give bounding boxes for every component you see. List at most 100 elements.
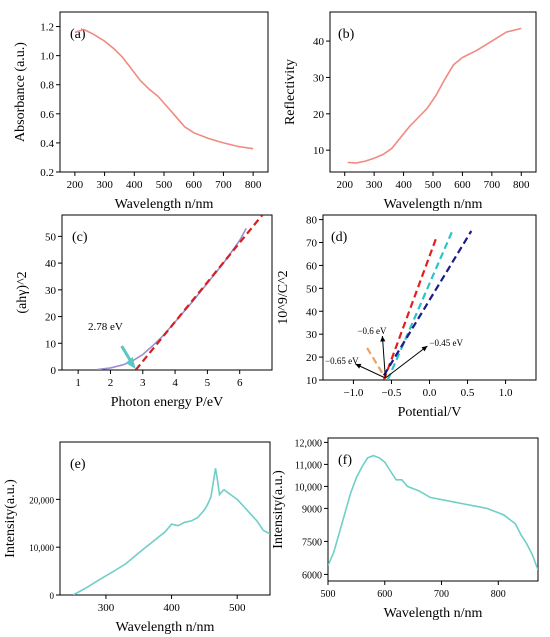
y-tick-label: 0 <box>50 591 55 601</box>
y-axis-title: Absorbance (a.u.) <box>13 42 28 142</box>
x-tick-label: 700 <box>434 589 449 600</box>
panel-label: (f) <box>338 453 352 468</box>
series-line-2 <box>382 230 473 376</box>
y-tick-label: 30 <box>306 329 318 341</box>
x-tick-label: 0.5 <box>461 387 475 399</box>
x-tick-label: 2 <box>108 377 114 389</box>
y-tick-label: 30 <box>45 285 57 297</box>
x-tick-label: −1.0 <box>343 387 363 399</box>
x-tick-label: 4 <box>172 377 178 389</box>
x-tick-label: 0.0 <box>423 387 437 399</box>
annotation-label: 2.78 eV <box>88 321 123 333</box>
y-tick-label: 40 <box>306 306 318 318</box>
x-tick-label: 700 <box>484 179 501 191</box>
series-line-1 <box>386 230 454 380</box>
plot-frame <box>61 214 273 371</box>
plot-frame <box>59 11 269 173</box>
x-tick-label: 700 <box>215 179 232 191</box>
x-tick-label: 6 <box>237 377 243 389</box>
x-tick-label: 300 <box>366 179 383 191</box>
series-line-0 <box>72 468 270 595</box>
panel-d: −1.0 −0.5 0.0 0.5 1.0 10 20 30 40 50 60 70 80 Potenti… <box>276 214 537 420</box>
y-tick-label: 10,000 <box>29 543 54 553</box>
y-axis-title: (ahγ)^2 <box>15 271 30 313</box>
y-tick-label: 30 <box>313 72 325 84</box>
x-tick-label: 600 <box>185 179 202 191</box>
y-tick-label: 0 <box>51 365 57 377</box>
x-tick-label: 200 <box>67 179 84 191</box>
x-tick-label: 400 <box>126 179 143 191</box>
y-tick-label: 9000 <box>302 504 322 515</box>
annotation-arrow <box>381 335 386 379</box>
x-axis-title: Wavelength n/nm <box>384 606 483 621</box>
y-tick-label: 10,000 <box>295 482 323 493</box>
series-line-3 <box>366 347 384 374</box>
x-tick-label: 600 <box>454 179 471 191</box>
plot-frame <box>59 441 271 596</box>
plot-frame <box>327 437 539 582</box>
series-line-0 <box>328 454 538 571</box>
panel-a: 200 300 400 500 600 700 800 0.2 0.4 0.6 0.8 1.0 1.2 W… <box>13 11 269 212</box>
series-line-1 <box>134 215 264 370</box>
x-tick-label: 300 <box>96 179 113 191</box>
annotation-arrow <box>385 345 428 379</box>
y-tick-label: 20,000 <box>29 495 54 505</box>
y-tick-label: 0.4 <box>40 138 54 150</box>
y-tick-label: 20 <box>306 352 318 364</box>
y-tick-label: 0.6 <box>40 109 54 121</box>
y-axis-title: Reflectivity <box>283 59 298 125</box>
y-tick-label: 0.2 <box>40 167 54 179</box>
x-tick-label: 800 <box>245 179 262 191</box>
annotation-arrow <box>355 363 386 379</box>
panel-e: 300 400 500 0 10,000 20,000 Wavelength n/nm Int… <box>3 441 271 635</box>
x-tick-label: 600 <box>377 589 392 600</box>
x-tick-label: −0.5 <box>381 387 401 399</box>
x-axis-title: Wavelength n/nm <box>384 197 483 212</box>
y-tick-label: 1.2 <box>40 22 54 34</box>
panel-label: (c) <box>72 230 88 245</box>
y-tick-label: 10 <box>313 145 325 157</box>
y-tick-label: 50 <box>45 231 57 243</box>
annotation-arrow-head <box>380 336 386 342</box>
x-axis-title: Wavelength n/nm <box>116 620 215 635</box>
x-tick-label: 200 <box>336 179 353 191</box>
panel-c: 1 2 3 4 5 6 0 10 20 30 40 50 Photon energy P/eV (ahγ)… <box>15 214 273 410</box>
y-tick-label: 50 <box>306 283 318 295</box>
x-tick-label: 400 <box>163 602 180 614</box>
y-axis-title: Intensity(a.u.) <box>271 470 286 549</box>
plot-frame <box>329 11 537 173</box>
y-tick-label: 11,000 <box>295 460 322 471</box>
y-axis-title: 10^9/C^2 <box>276 270 291 324</box>
x-tick-label: 500 <box>229 602 246 614</box>
y-tick-label: 10 <box>306 375 318 387</box>
annotation-label: −0.6 eV <box>357 326 387 336</box>
annotation-arrow-head <box>125 357 136 369</box>
x-tick-label: 800 <box>513 179 530 191</box>
panel-f: 500 600 700 800 6000 7500 9000 10,000 11,000 12,0… <box>271 437 539 621</box>
y-tick-label: 7500 <box>302 537 322 548</box>
y-tick-label: 20 <box>313 109 325 121</box>
y-tick-label: 10 <box>45 338 57 350</box>
annotation-label: −0.45 eV <box>429 338 463 348</box>
panel-label: (d) <box>331 230 348 245</box>
y-tick-label: 1.0 <box>40 51 54 63</box>
panel-label: (e) <box>70 457 86 472</box>
panel-label: (b) <box>338 27 355 42</box>
x-tick-label: 800 <box>491 589 506 600</box>
x-tick-label: 3 <box>140 377 146 389</box>
x-axis-title: Wavelength n/nm <box>115 197 214 212</box>
series-line-0 <box>382 235 439 380</box>
y-tick-label: 40 <box>45 258 57 270</box>
annotation-arrow-head <box>421 346 428 352</box>
y-tick-label: 70 <box>306 238 318 250</box>
x-tick-label: 5 <box>205 377 211 389</box>
x-tick-label: 500 <box>321 589 336 600</box>
x-tick-label: 1.0 <box>499 387 513 399</box>
y-tick-label: 12,000 <box>295 438 323 449</box>
series-line-0 <box>97 228 247 370</box>
annotation-label: −0.65 eV <box>325 356 359 366</box>
y-tick-label: 20 <box>45 312 57 324</box>
x-axis-title: Potential/V <box>398 405 462 420</box>
series-line-0 <box>347 27 522 164</box>
